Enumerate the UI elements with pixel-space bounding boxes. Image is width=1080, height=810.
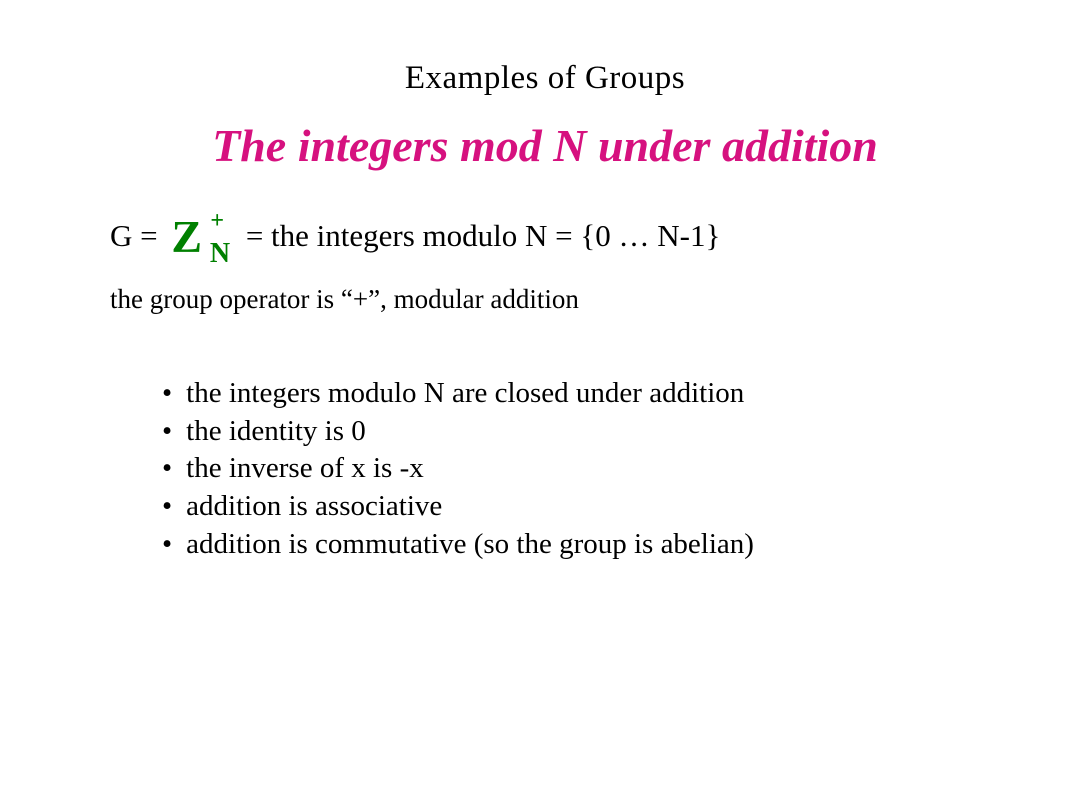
properties-list: the integers modulo N are closed under a… — [162, 375, 980, 563]
group-definition-line: G = Z + N = the integers modulo N = {0 …… — [110, 214, 980, 260]
list-item: the inverse of x is -x — [162, 450, 980, 488]
list-item: addition is associative — [162, 488, 980, 526]
operator-description: the group operator is “+”, modular addit… — [110, 284, 980, 315]
list-item: the integers modulo N are closed under a… — [162, 375, 980, 413]
symbol-base: Z — [171, 211, 202, 262]
symbol-subscript: N — [210, 240, 230, 268]
z-plus-n-symbol: Z + N — [171, 214, 202, 260]
definition-rhs: = the integers modulo N = {0 … N-1} — [246, 218, 721, 253]
slide-title: The integers mod N under addition — [110, 119, 980, 172]
symbol-superscript: + — [210, 209, 224, 233]
slide: Examples of Groups The integers mod N un… — [0, 0, 1080, 563]
list-item: addition is commutative (so the group is… — [162, 526, 980, 564]
definition-lhs: G = — [110, 218, 158, 253]
list-item: the identity is 0 — [162, 413, 980, 451]
slide-pretitle: Examples of Groups — [110, 60, 980, 97]
